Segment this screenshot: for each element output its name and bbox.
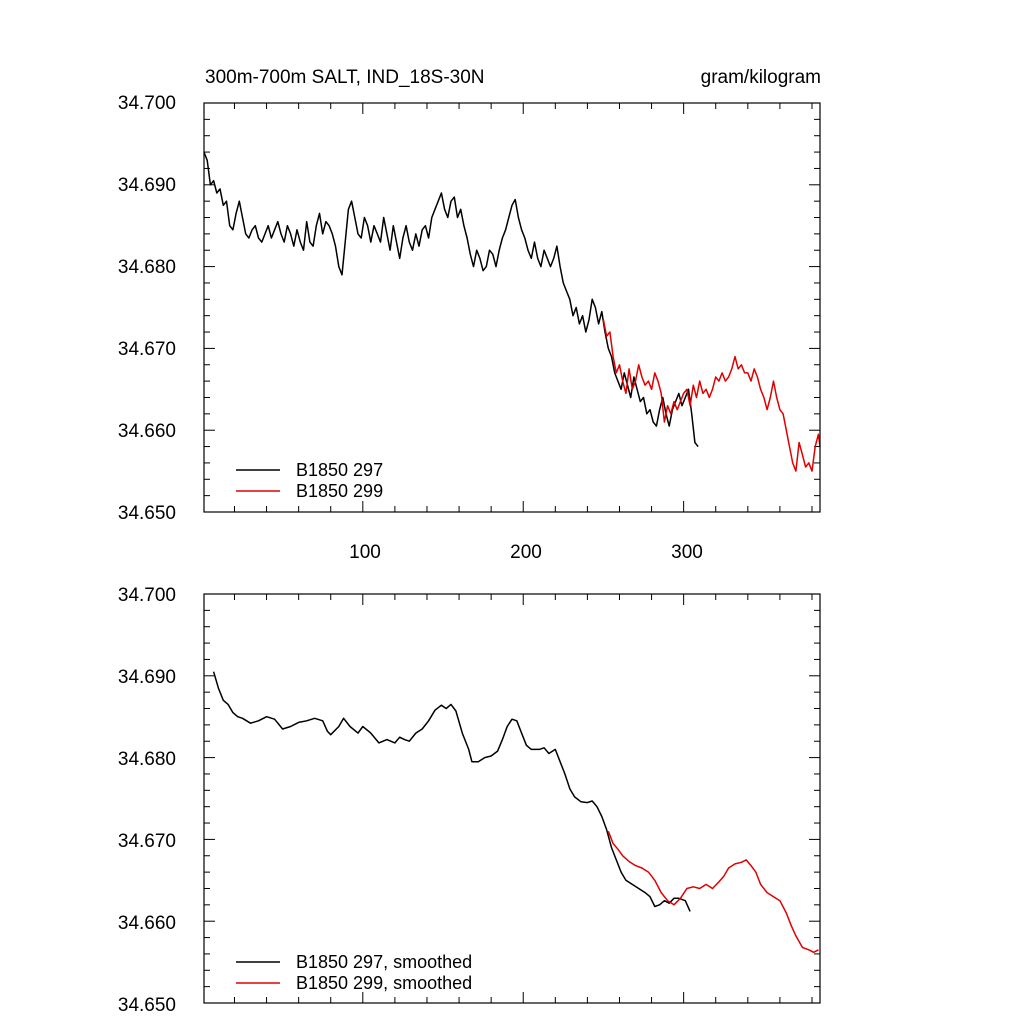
top-legend-label-297: B1850 297	[296, 460, 383, 480]
top-ytick-label: 34.660	[118, 421, 176, 442]
bottom-ytick-labels: 34.700 34.690 34.680 34.670 34.660 34.65…	[118, 585, 176, 1016]
bottom-ytick-label: 34.660	[118, 913, 176, 934]
top-ytick-label: 34.680	[118, 257, 176, 278]
top-xtick-labels: 100 200 300	[349, 542, 703, 563]
top-series-lines	[203, 151, 821, 472]
top-xtick-label: 200	[510, 542, 542, 563]
top-ytick-label: 34.690	[118, 175, 176, 196]
top-series-line-297	[203, 151, 699, 448]
top-legend: B1850 297 B1850 299	[236, 460, 383, 501]
bottom-legend-label-299: B1850 299, smoothed	[296, 973, 472, 993]
bottom-series-lines	[212, 671, 819, 954]
bottom-legend-label-297: B1850 297, smoothed	[296, 952, 472, 972]
bottom-ytick-label: 34.690	[118, 667, 176, 688]
top-panel: 300m-700m SALT, IND_18S-30N gram/kilogra…	[118, 67, 821, 563]
top-legend-label-299: B1850 299	[296, 481, 383, 501]
bottom-ytick-label: 34.700	[118, 585, 176, 606]
top-plot-frame	[203, 102, 821, 513]
bottom-ytick-label: 34.680	[118, 749, 176, 770]
bottom-major-ticks	[204, 593, 820, 1004]
top-ytick-label: 34.650	[118, 503, 176, 524]
bottom-plot-frame	[203, 593, 821, 1004]
top-xtick-label: 300	[671, 542, 703, 563]
top-chart-title: 300m-700m SALT, IND_18S-30N	[205, 67, 485, 88]
top-ytick-label: 34.670	[118, 339, 176, 360]
bottom-ytick-label: 34.670	[118, 831, 176, 852]
top-chart-units: gram/kilogram	[701, 67, 821, 88]
top-series-line-299	[602, 319, 821, 472]
top-ytick-labels: 34.700 34.690 34.680 34.670 34.660 34.65…	[118, 93, 176, 524]
top-ytick-label: 34.700	[118, 93, 176, 114]
bottom-legend: B1850 297, smoothed B1850 299, smoothed	[236, 952, 472, 993]
top-minor-ticks	[204, 103, 820, 512]
bottom-ytick-label: 34.650	[118, 995, 176, 1016]
bottom-series-line-297	[212, 671, 691, 912]
top-major-ticks	[204, 102, 820, 513]
bottom-panel: 34.700 34.690 34.680 34.670 34.660 34.65…	[118, 585, 821, 1016]
bottom-minor-ticks	[204, 594, 820, 1003]
top-xtick-label: 100	[349, 542, 381, 563]
bottom-series-line-299	[607, 830, 819, 954]
